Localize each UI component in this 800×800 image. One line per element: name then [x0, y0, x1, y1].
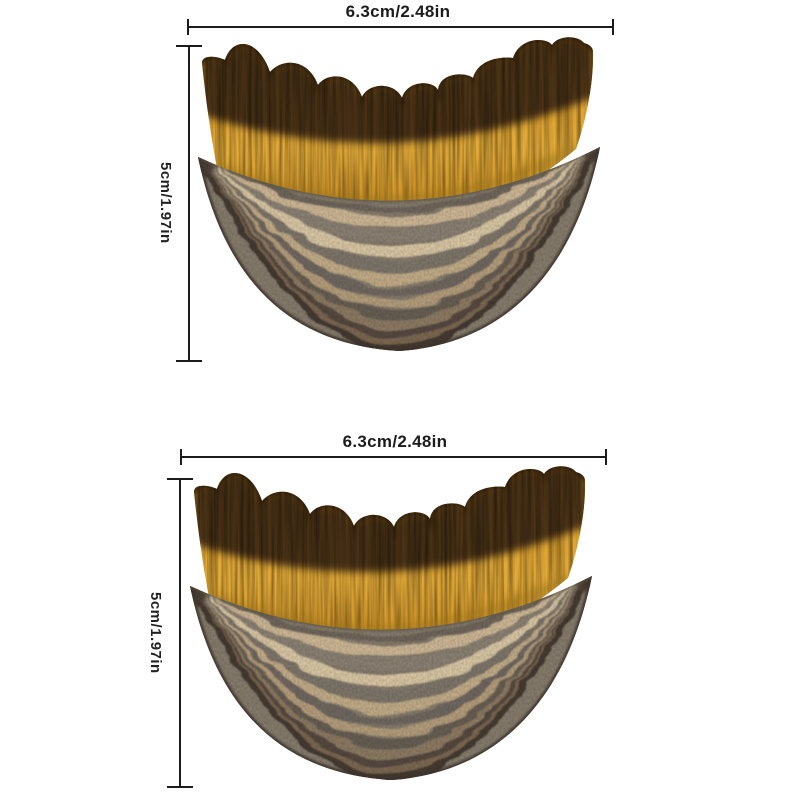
- width-dimension-tick-start: [180, 449, 182, 465]
- height-dimension-tick-start: [167, 478, 193, 480]
- height-dimension-label: 5cm/1.97in: [157, 162, 174, 244]
- height-dimension-tick-end: [167, 786, 193, 788]
- height-dimension-line: [167, 478, 193, 788]
- width-dimension-tick-end: [605, 449, 607, 465]
- width-dimension-tick-start: [187, 19, 189, 35]
- width-dimension-line: [187, 19, 614, 35]
- height-dimension-tick-end: [176, 360, 202, 362]
- width-dimension-tick-end: [612, 19, 614, 35]
- height-dimension-tick-start: [176, 45, 202, 47]
- height-dimension-line: [176, 45, 202, 362]
- width-dimension-label: 6.3cm/2.48in: [345, 2, 451, 21]
- brush-photo-top: [196, 37, 602, 353]
- brush-photo-bottom: [188, 466, 594, 782]
- height-dimension-label: 5cm/1.97in: [147, 592, 164, 674]
- width-dimension-line: [180, 449, 607, 465]
- width-dimension-label: 6.3cm/2.48in: [342, 432, 448, 451]
